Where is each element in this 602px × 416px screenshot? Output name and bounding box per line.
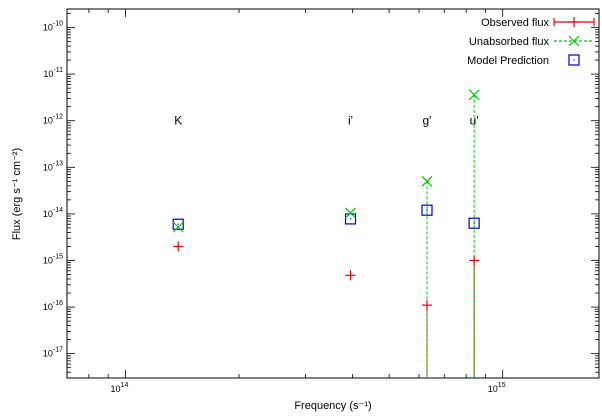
- square-data-point: [421, 204, 433, 216]
- plus-data-point: [345, 270, 356, 281]
- y-axis-label: Flux (erg s⁻¹ cm⁻²): [11, 148, 23, 240]
- x-tick-label: 1014: [111, 382, 129, 394]
- plus-data-point: [421, 300, 432, 311]
- x-axis-ticks: 1014 1015: [66, 9, 506, 394]
- legend-label: Observed flux: [481, 17, 549, 29]
- x-tick-label: 1015: [488, 382, 506, 394]
- legend-label: Model Prediction: [467, 55, 549, 67]
- data-points: [172, 89, 480, 311]
- square-data-point: [344, 213, 357, 225]
- x-axis-label: Frequency (s⁻¹): [294, 400, 371, 412]
- y-tick-label: 10-13: [43, 160, 63, 172]
- band-label: K: [174, 114, 182, 128]
- y-tick-label: 10-16: [43, 300, 63, 312]
- cross-data-point: [345, 207, 356, 219]
- legend-marker: [568, 54, 580, 66]
- legend-marker: [569, 17, 579, 27]
- cross-data-point: [421, 175, 433, 187]
- plus-data-point: [469, 255, 480, 266]
- y-axis-ticks: 10-17 10-16 10-15 10-14 10-13 10-12 10-11 10-10: [43, 13, 599, 379]
- legend: Observed flux Unabsorbed flux Model Predic…: [467, 17, 595, 67]
- y-tick-label: 10-14: [43, 207, 63, 219]
- y-tick-label: 10-17: [43, 347, 63, 359]
- y-tick-label: 10-11: [43, 67, 63, 79]
- cross-data-point: [172, 221, 184, 233]
- plot-frame: [66, 8, 600, 379]
- y-tick-label: 10-12: [43, 114, 63, 126]
- square-data-point: [468, 217, 480, 229]
- square-data-point: [172, 218, 184, 230]
- legend-label: Unabsorbed flux: [469, 36, 550, 48]
- band-label: g': [423, 114, 432, 128]
- error-bars: [426, 94, 475, 378]
- cross-data-point: [468, 89, 480, 101]
- legend-marker: [568, 35, 580, 47]
- y-tick-label: 10-15: [43, 253, 63, 265]
- band-label: i': [348, 114, 353, 128]
- y-tick-label: 10-10: [43, 21, 63, 33]
- plus-data-point: [173, 241, 184, 252]
